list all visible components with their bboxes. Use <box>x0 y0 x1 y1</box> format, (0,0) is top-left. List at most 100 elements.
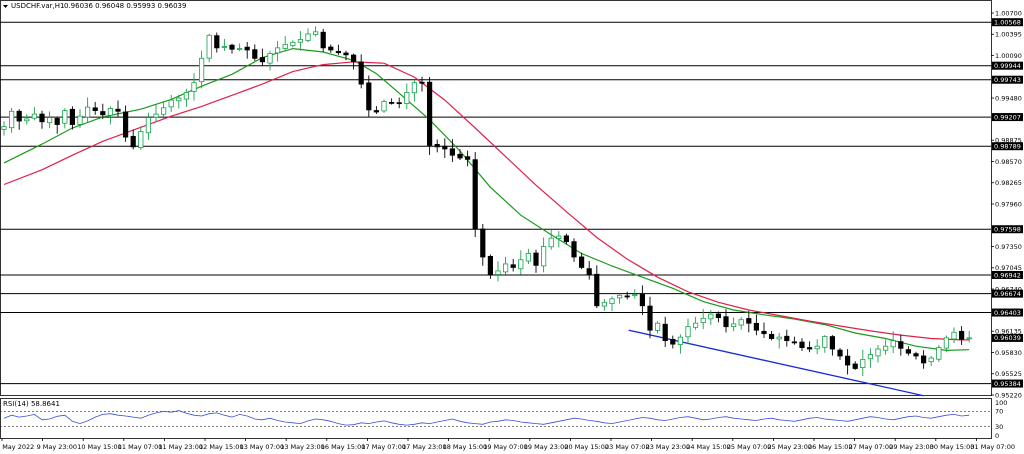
candle-body <box>670 338 676 345</box>
rsi-tick-label: 0 <box>995 432 999 440</box>
time-tick-label: 11 May 23:00 <box>158 443 203 451</box>
time-tick-label: 19 May 07:00 <box>483 443 528 451</box>
candle-body <box>875 348 881 357</box>
candle-body <box>153 113 159 118</box>
candle-body <box>563 235 570 243</box>
candle-body <box>123 111 129 138</box>
price-axis: 1.00700 1.00395 1.00090 0.99480 0.98875 0.985… <box>991 9 1022 399</box>
candle-body <box>160 107 167 115</box>
price-level-label: 1.00568 <box>994 19 1021 27</box>
candle-body <box>411 82 418 94</box>
price-level-label: 0.99944 <box>994 62 1021 70</box>
rsi-tick-label: 30 <box>995 423 1003 431</box>
moving-average-line <box>3 61 970 341</box>
candles[interactable] <box>1 26 972 377</box>
candle-body <box>480 228 486 258</box>
price-tick-label: 1.00700 <box>995 9 1022 17</box>
candle-body <box>145 117 151 134</box>
candle-body <box>100 111 106 116</box>
price-level-label-box <box>992 225 1023 234</box>
candle-body <box>639 293 646 307</box>
candle-body <box>130 135 136 148</box>
candle-body <box>183 92 189 100</box>
price-level-label-box <box>992 18 1023 27</box>
candle-body <box>617 294 623 299</box>
main-pane-frame <box>0 0 992 396</box>
candle-body <box>791 341 798 344</box>
time-tick-label: 26 May 15:00 <box>808 443 853 451</box>
candle-body <box>472 159 478 230</box>
candle-body <box>381 101 387 112</box>
candle-body <box>274 47 281 54</box>
candle-body <box>951 331 957 340</box>
candle-body <box>852 363 858 369</box>
candle-body <box>39 113 45 123</box>
candle-body <box>731 323 737 328</box>
candle-body <box>533 252 539 266</box>
candle-body <box>579 256 585 268</box>
price-tick-label: 0.97350 <box>995 243 1022 251</box>
candle-body <box>769 333 775 339</box>
candle-body <box>54 118 60 125</box>
candle-body <box>236 48 243 50</box>
current-price-label-box <box>992 333 1023 342</box>
time-tick-label: 9 May 23:00 <box>37 443 77 451</box>
moving-average-line <box>3 47 970 352</box>
candle-body <box>434 143 440 148</box>
price-level-label-box <box>992 308 1023 317</box>
candle-body <box>115 108 121 112</box>
candle-body <box>168 99 174 108</box>
price-tick-label: 0.98875 <box>995 137 1022 145</box>
candle-body <box>31 113 38 119</box>
candle-body <box>282 43 288 50</box>
candle-body <box>510 264 516 268</box>
candle-body <box>571 241 577 258</box>
candle-body <box>343 52 349 56</box>
candle-body <box>525 253 532 262</box>
candle-body <box>541 246 547 267</box>
time-tick-label: 9 May 2022 <box>0 443 34 451</box>
candle-body <box>214 35 220 49</box>
candle-body <box>860 359 866 368</box>
price-level-label: 0.99743 <box>994 76 1021 84</box>
candle-body <box>677 336 684 346</box>
candle-body <box>320 31 326 49</box>
level-labels: 1.00568 0.99944 0.99743 0.99207 0.98789 0.975… <box>992 18 1023 388</box>
candle-body <box>943 337 950 349</box>
candle-body <box>358 61 364 85</box>
candle-body <box>388 102 395 104</box>
time-tick-label: 23 May 07:00 <box>605 443 650 451</box>
candle-body <box>746 318 752 324</box>
candle-body <box>548 237 554 248</box>
candle-body <box>229 44 235 50</box>
candle-body <box>632 294 638 297</box>
candle-body <box>138 131 144 149</box>
price-level-label: 0.97598 <box>994 226 1021 234</box>
candle-body <box>708 313 714 320</box>
candle-body <box>449 148 456 156</box>
candle-body <box>784 335 790 342</box>
ohlc-readout: 0.96036 0.96048 0.95993 0.96039 <box>64 2 186 10</box>
symbol-dropdown-icon[interactable] <box>3 5 8 8</box>
price-level-label: 0.95384 <box>994 380 1021 388</box>
time-tick-label: 24 May 15:00 <box>686 443 731 451</box>
time-tick-label: 19 May 23:00 <box>524 443 569 451</box>
candle-body <box>814 345 820 350</box>
candle-body <box>685 326 691 338</box>
price-level-label-box <box>992 270 1023 279</box>
rsi-pane-frame <box>0 398 992 439</box>
candle-body <box>845 355 851 366</box>
candle-body <box>312 31 319 35</box>
candle-body <box>77 115 83 125</box>
candle-body <box>913 353 919 357</box>
candle-body <box>419 81 425 84</box>
candle-body <box>890 340 896 348</box>
price-level-label: 0.99207 <box>994 113 1021 121</box>
price-level-label-box <box>992 289 1023 298</box>
time-tick-label: 25 May 23:00 <box>767 443 812 451</box>
candle-body <box>259 57 266 63</box>
candle-body <box>297 39 304 43</box>
candle-body <box>898 341 904 349</box>
